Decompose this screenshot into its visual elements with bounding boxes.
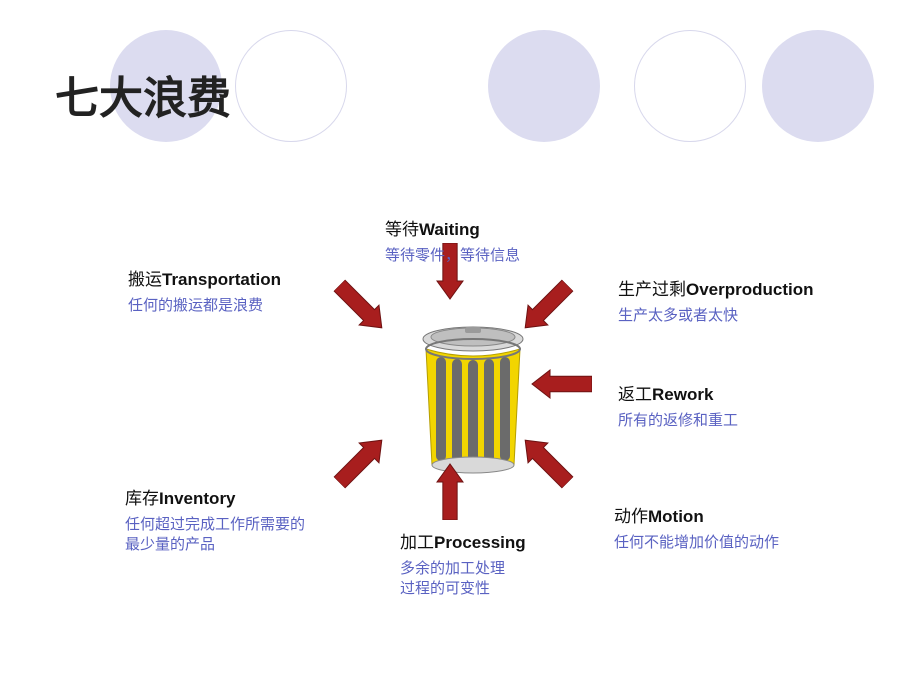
- waste-heading-cn: 动作: [614, 507, 648, 526]
- waste-heading: 库存Inventory: [125, 484, 315, 509]
- waste-waiting: 等待Waiting 等待零件，等待信息: [385, 215, 605, 266]
- waste-heading-cn: 加工: [400, 533, 434, 552]
- waste-heading: 返工Rework: [618, 380, 838, 405]
- arrow-from-inventory: [327, 425, 398, 496]
- waste-desc: 等待零件，等待信息: [385, 246, 605, 266]
- waste-heading: 等待Waiting: [385, 215, 605, 240]
- waste-heading-en: Waiting: [419, 220, 480, 239]
- waste-heading-en: Rework: [652, 385, 713, 404]
- waste-heading-cn: 库存: [125, 489, 159, 508]
- waste-transportation: 搬运Transportation 任何的搬运都是浪费: [128, 265, 348, 316]
- waste-heading-en: Transportation: [162, 270, 281, 289]
- seven-wastes-diagram: 等待Waiting 等待零件，等待信息 搬运Transportation 任何的…: [0, 160, 920, 660]
- waste-overproduction: 生产过剩Overproduction 生产太多或者太快: [618, 275, 838, 326]
- waste-heading-en: Motion: [648, 507, 704, 526]
- waste-desc: 任何不能增加价值的动作: [614, 533, 834, 553]
- deco-circle-2: [235, 30, 347, 142]
- waste-heading-cn: 生产过剩: [618, 280, 686, 299]
- deco-circle-4: [634, 30, 746, 142]
- waste-processing: 加工Processing 多余的加工处理 过程的可变性: [400, 528, 620, 600]
- waste-desc: 任何超过完成工作所需要的最少量的产品: [125, 515, 315, 556]
- waste-desc: 任何的搬运都是浪费: [128, 296, 348, 316]
- waste-desc: 生产太多或者太快: [618, 306, 838, 326]
- waste-heading: 搬运Transportation: [128, 265, 348, 290]
- waste-heading-en: Inventory: [159, 489, 236, 508]
- waste-motion: 动作Motion 任何不能增加价值的动作: [614, 502, 834, 553]
- waste-heading: 加工Processing: [400, 528, 620, 553]
- waste-desc: 多余的加工处理 过程的可变性: [400, 559, 620, 600]
- waste-heading: 动作Motion: [614, 502, 834, 527]
- deco-circle-5: [762, 30, 874, 142]
- waste-desc: 所有的返修和重工: [618, 411, 838, 431]
- waste-heading-cn: 返工: [618, 385, 652, 404]
- waste-inventory: 库存Inventory 任何超过完成工作所需要的最少量的产品: [125, 484, 315, 556]
- waste-heading-en: Processing: [434, 533, 526, 552]
- arrow-from-processing: [433, 460, 467, 520]
- waste-rework: 返工Rework 所有的返修和重工: [618, 380, 838, 431]
- waste-heading: 生产过剩Overproduction: [618, 275, 838, 300]
- page-title: 七大浪费: [55, 62, 231, 126]
- deco-circle-3: [488, 30, 600, 142]
- waste-heading-en: Overproduction: [686, 280, 814, 299]
- waste-heading-cn: 等待: [385, 220, 419, 239]
- arrow-from-rework: [528, 366, 592, 402]
- waste-heading-cn: 搬运: [128, 270, 162, 289]
